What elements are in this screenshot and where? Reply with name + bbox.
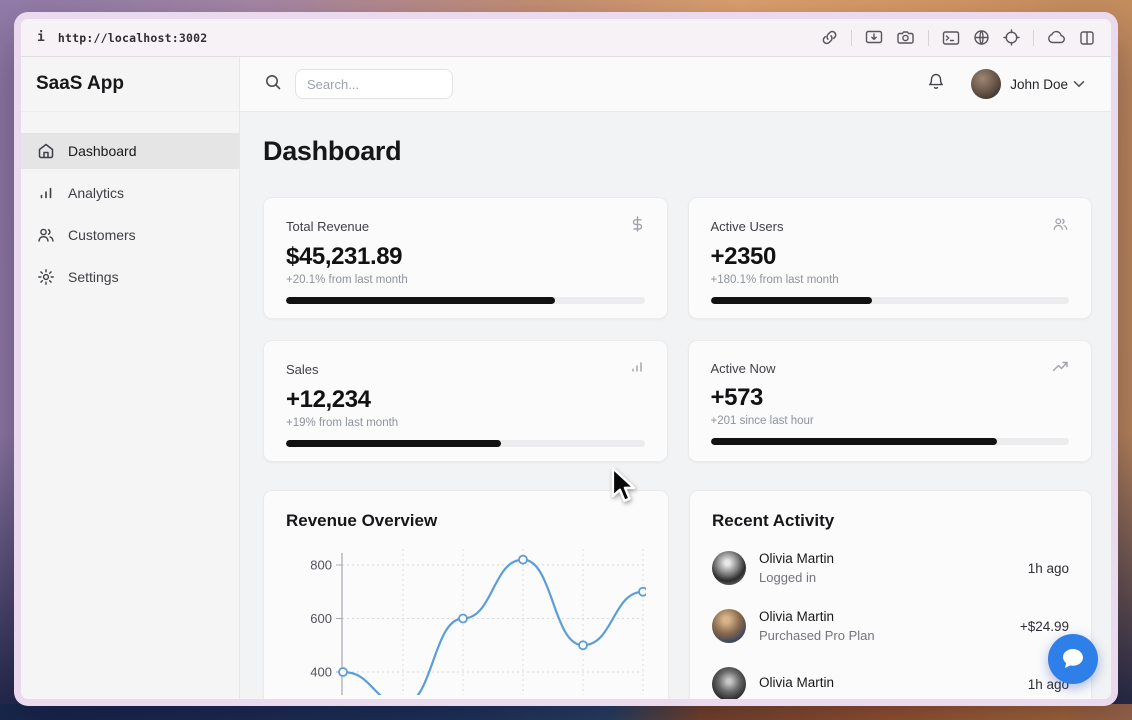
stat-value: +12,234 [286,386,371,413]
avatar [712,667,746,699]
search-icon [264,73,282,96]
activity-item[interactable]: Olivia Martin Purchased Pro Plan +$24.99 [712,609,1069,643]
screen-record-icon[interactable] [865,29,883,46]
chat-bubble-icon [1063,649,1083,668]
activity-title: Recent Activity [712,511,835,530]
dashboard-content: Dashboard Total Revenue $45,231.89 +20.1… [240,112,1111,699]
activity-name: Olivia Martin [759,674,835,690]
chart-title: Revenue Overview [286,511,438,530]
url-text[interactable]: http://localhost:3002 [57,30,208,45]
activity-action: Purchased Pro Plan [759,628,875,643]
browser-window: i http://localhost:3002 [14,12,1118,706]
recent-activity-card: Recent Activity Olivia Martin Logged in … [689,490,1092,699]
avatar [712,609,746,643]
cloud-icon[interactable] [1047,30,1066,45]
stat-change: +201 since last hour [710,415,814,427]
sidebar-item-dashboard[interactable]: Dashboard [21,133,239,169]
info-icon: i [37,30,45,45]
bar-chart-icon [629,359,645,380]
progress-bar [286,440,645,447]
avatar [712,551,746,585]
stat-value: $45,231.89 [286,243,403,270]
search-input[interactable] [295,69,453,99]
stat-change: +20.1% from last month [286,274,408,286]
globe-icon[interactable] [973,29,990,46]
app-header: John Doe [240,57,1111,112]
sidebar-item-label: Settings [68,269,119,285]
activity-meta: 1h ago [1027,676,1069,692]
progress-fill [286,440,502,447]
revenue-overview-card: Revenue Overview 400 600 800 [263,490,669,699]
progress-bar [710,438,1069,445]
stat-title: Active Users [710,219,784,234]
progress-bar [286,297,645,304]
svg-text:800: 800 [310,558,332,573]
dollar-icon [630,216,645,237]
app-title: SaaS App [21,57,239,112]
desktop-wallpaper-bottom [0,704,1132,720]
stat-card-active-now: Active Now +573 +201 since last hour [687,340,1092,462]
target-icon[interactable] [1003,29,1020,46]
sidebar-item-customers[interactable]: Customers [21,217,239,253]
stat-card-sales: Sales +12,234 +19% from last month [263,340,668,462]
activity-action: Logged in [759,570,817,585]
activity-name: Olivia Martin [759,551,835,566]
trending-up-icon [1052,359,1069,378]
browser-toolbar: i http://localhost:3002 [21,19,1111,57]
split-view-icon[interactable] [1079,30,1095,46]
sidebar: SaaS App Dashboard Analytics [21,57,240,699]
link-icon[interactable] [821,29,838,46]
page-title: Dashboard [263,136,402,166]
progress-bar [710,297,1069,304]
svg-text:600: 600 [310,611,332,626]
activity-name: Olivia Martin [759,609,835,624]
sidebar-item-analytics[interactable]: Analytics [21,175,239,211]
sidebar-nav: Dashboard Analytics Customers [21,133,239,295]
home-icon [37,142,55,160]
stat-card-total-revenue: Total Revenue $45,231.89 +20.1% from las… [263,197,668,319]
user-avatar[interactable] [971,69,1002,99]
chevron-down-icon[interactable] [1073,75,1085,93]
users-icon [1052,216,1069,237]
chat-fab-button[interactable] [1048,634,1098,684]
sidebar-item-settings[interactable]: Settings [21,259,239,295]
toolbar-separator [928,29,929,46]
revenue-chart: 400 600 800 [310,549,646,695]
bar-chart-icon [37,184,55,202]
stat-value: +573 [710,384,764,411]
stat-title: Sales [286,362,319,377]
user-name[interactable]: John Doe [1010,76,1068,92]
activity-item[interactable]: Olivia Martin 1h ago [712,667,1069,699]
toolbar-separator [1033,29,1034,46]
progress-fill [286,297,555,304]
activity-meta: +$24.99 [1019,618,1069,634]
stat-card-active-users: Active Users +2350 +180.1% from last mon… [687,197,1092,319]
bell-icon[interactable] [927,72,945,96]
users-icon [37,226,55,244]
stat-title: Total Revenue [286,219,370,234]
sidebar-item-label: Dashboard [68,143,137,159]
toolbar-separator [851,29,852,46]
activity-meta: 1h ago [1027,560,1069,576]
stat-change: +180.1% from last month [710,274,839,286]
progress-fill [710,438,998,445]
terminal-icon[interactable] [942,30,960,46]
revenue-chart-area: 400 600 800 [286,541,646,695]
activity-item[interactable]: Olivia Martin Logged in 1h ago [712,551,1069,585]
stat-title: Active Now [710,361,776,376]
stat-change: +19% from last month [286,417,399,429]
sidebar-item-label: Analytics [68,185,125,201]
progress-fill [710,297,872,304]
stat-value: +2350 [710,243,777,270]
sidebar-item-label: Customers [68,227,136,243]
gear-icon [37,268,55,286]
camera-icon[interactable] [896,29,915,46]
svg-text:400: 400 [310,665,332,680]
